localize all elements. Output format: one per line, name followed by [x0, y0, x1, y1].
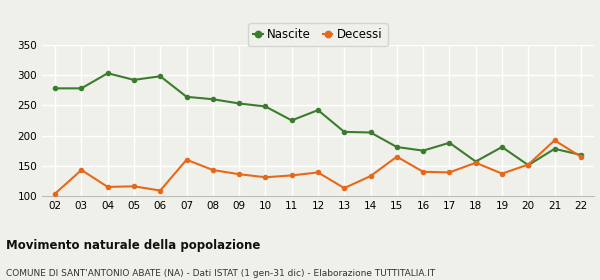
Decessi: [446, 171, 453, 174]
Nascite: [551, 147, 558, 151]
Line: Decessi: Decessi: [52, 137, 584, 196]
Decessi: [551, 139, 558, 142]
Nascite: [78, 87, 85, 90]
Nascite: [472, 160, 479, 163]
Nascite: [419, 149, 427, 152]
Nascite: [367, 131, 374, 134]
Nascite: [393, 145, 400, 149]
Decessi: [209, 168, 217, 172]
Nascite: [288, 119, 295, 122]
Decessi: [524, 163, 532, 166]
Nascite: [499, 145, 506, 149]
Decessi: [472, 161, 479, 164]
Decessi: [52, 192, 59, 195]
Decessi: [78, 168, 85, 172]
Decessi: [104, 185, 112, 189]
Nascite: [130, 78, 137, 81]
Decessi: [393, 155, 400, 158]
Nascite: [52, 87, 59, 90]
Decessi: [262, 176, 269, 179]
Nascite: [446, 141, 453, 144]
Decessi: [314, 171, 322, 174]
Decessi: [157, 189, 164, 192]
Nascite: [183, 95, 190, 99]
Nascite: [104, 72, 112, 75]
Nascite: [236, 102, 243, 105]
Legend: Nascite, Decessi: Nascite, Decessi: [248, 24, 388, 46]
Decessi: [288, 174, 295, 177]
Nascite: [524, 164, 532, 167]
Decessi: [419, 170, 427, 174]
Nascite: [341, 130, 348, 134]
Nascite: [262, 105, 269, 108]
Line: Nascite: Nascite: [52, 71, 584, 168]
Decessi: [499, 172, 506, 175]
Text: Movimento naturale della popolazione: Movimento naturale della popolazione: [6, 239, 260, 252]
Decessi: [577, 155, 584, 158]
Text: COMUNE DI SANT'ANTONIO ABATE (NA) - Dati ISTAT (1 gen-31 dic) - Elaborazione TUT: COMUNE DI SANT'ANTONIO ABATE (NA) - Dati…: [6, 269, 435, 278]
Nascite: [209, 97, 217, 101]
Decessi: [183, 158, 190, 161]
Nascite: [314, 108, 322, 112]
Decessi: [341, 186, 348, 190]
Decessi: [367, 174, 374, 178]
Decessi: [130, 185, 137, 188]
Nascite: [577, 153, 584, 157]
Decessi: [236, 172, 243, 176]
Nascite: [157, 74, 164, 78]
